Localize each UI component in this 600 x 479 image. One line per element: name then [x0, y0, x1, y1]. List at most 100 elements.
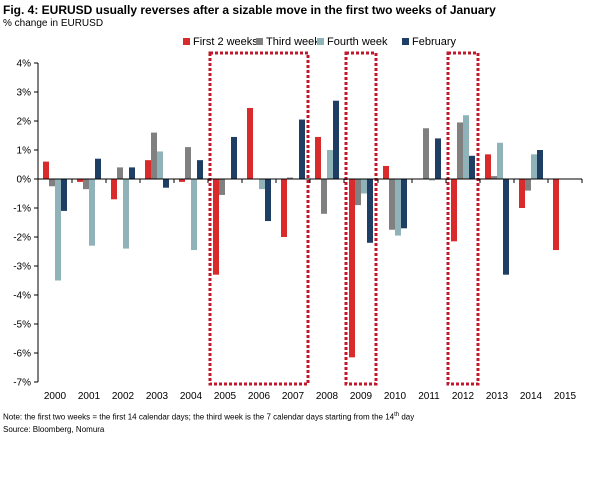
x-tick-label: 2011 [418, 391, 440, 402]
y-tick-label: 2% [17, 117, 32, 128]
bar [83, 179, 89, 190]
bar [361, 179, 367, 194]
legend-label: February [412, 36, 457, 48]
bar [531, 154, 537, 179]
bar [61, 179, 67, 211]
bar [43, 161, 49, 179]
source-note: Source: Bloomberg, Nomura [3, 425, 105, 434]
bar [77, 179, 83, 182]
y-tick-label: -4% [13, 291, 31, 302]
bar [333, 100, 339, 179]
legend-swatch [183, 38, 190, 45]
x-tick-label: 2000 [44, 391, 67, 402]
y-tick-label: 1% [17, 146, 32, 157]
x-tick-label: 2007 [282, 391, 305, 402]
bar [111, 179, 117, 200]
x-tick-label: 2009 [350, 391, 373, 402]
bar [117, 167, 123, 179]
bar [537, 150, 543, 179]
highlight-box [446, 51, 480, 386]
bars-layer [43, 100, 559, 358]
bar [213, 179, 219, 275]
y-tick-label: -1% [13, 204, 31, 215]
legend-swatch [402, 38, 409, 45]
legend-label: Third week [266, 36, 320, 48]
bar [485, 154, 491, 179]
y-tick-label: 0% [17, 175, 32, 186]
bar [123, 179, 129, 249]
bar [55, 179, 61, 281]
highlight-box [208, 51, 310, 386]
bar [265, 179, 271, 222]
x-tick-label: 2002 [112, 391, 135, 402]
bar [151, 132, 157, 179]
y-tick-label: -6% [13, 349, 31, 360]
footnote: Note: the first two weeks = the first 14… [3, 412, 414, 422]
bar [219, 179, 225, 195]
x-tick-label: 2003 [146, 391, 169, 402]
y-tick-label: -7% [13, 378, 31, 389]
bar [503, 179, 509, 275]
bar [197, 160, 203, 179]
x-tick-label: 2008 [316, 391, 339, 402]
bar [355, 179, 361, 206]
bar [287, 177, 293, 179]
bar [49, 179, 55, 187]
bar [457, 122, 463, 179]
bar [163, 179, 169, 188]
bar [89, 179, 95, 246]
bar [525, 179, 531, 191]
bar [463, 115, 469, 179]
legend-swatch [256, 38, 263, 45]
highlight-box [344, 51, 378, 386]
bar [395, 179, 401, 236]
x-tick-label: 2015 [554, 391, 577, 402]
axes-layer: 4% 3% 2% 1% 0% -1% -2% -3% -4% -5% -6% -7% 2000 2001 2… [13, 59, 583, 402]
legend-label: Fourth week [327, 36, 388, 48]
x-tick-label: 2001 [78, 391, 101, 402]
x-tick-label: 2014 [520, 391, 543, 402]
y-tick-label: -3% [13, 262, 31, 273]
legend: First 2 weeks Third week Fourth week Februa… [183, 36, 457, 48]
x-tick-label: 2013 [486, 391, 509, 402]
bar [191, 179, 197, 251]
bar [401, 179, 407, 229]
y-tick-label: -2% [13, 233, 31, 244]
bar-chart: First 2 weeks Third week Fourth week Februa… [13, 36, 583, 402]
bar [145, 160, 151, 179]
bar [95, 158, 101, 179]
bar [281, 179, 287, 237]
bar [247, 107, 253, 179]
legend-label: First 2 weeks [193, 36, 258, 48]
legend-swatch [317, 38, 324, 45]
highlight-boxes-layer [208, 51, 480, 386]
bar [383, 165, 389, 179]
footnote-superscript: th [394, 412, 400, 418]
y-tick-label: 4% [17, 59, 32, 70]
bar [179, 179, 185, 182]
x-tick-label: 2006 [248, 391, 271, 402]
bar [367, 179, 373, 243]
y-tick-label: -5% [13, 320, 31, 331]
x-tick-label: 2005 [214, 391, 237, 402]
x-tick-label: 2010 [384, 391, 407, 402]
bar [553, 179, 559, 251]
footnote-text: Note: the first two weeks = the first 14… [3, 412, 395, 422]
bar [429, 179, 435, 181]
bar [259, 179, 265, 190]
x-tick-label: 2004 [180, 391, 203, 402]
bar [321, 179, 327, 214]
bar [299, 119, 305, 179]
bar [327, 150, 333, 179]
chart-subtitle: % change in EURUSD [3, 18, 104, 29]
bar [423, 128, 429, 179]
bar [469, 155, 475, 179]
x-tick-label: 2012 [452, 391, 475, 402]
bar [349, 179, 355, 358]
bar [315, 136, 321, 179]
footnote-end: day [399, 412, 415, 422]
bar [157, 151, 163, 179]
y-tick-label: 3% [17, 88, 32, 99]
bar [389, 179, 395, 230]
bar [185, 147, 191, 179]
